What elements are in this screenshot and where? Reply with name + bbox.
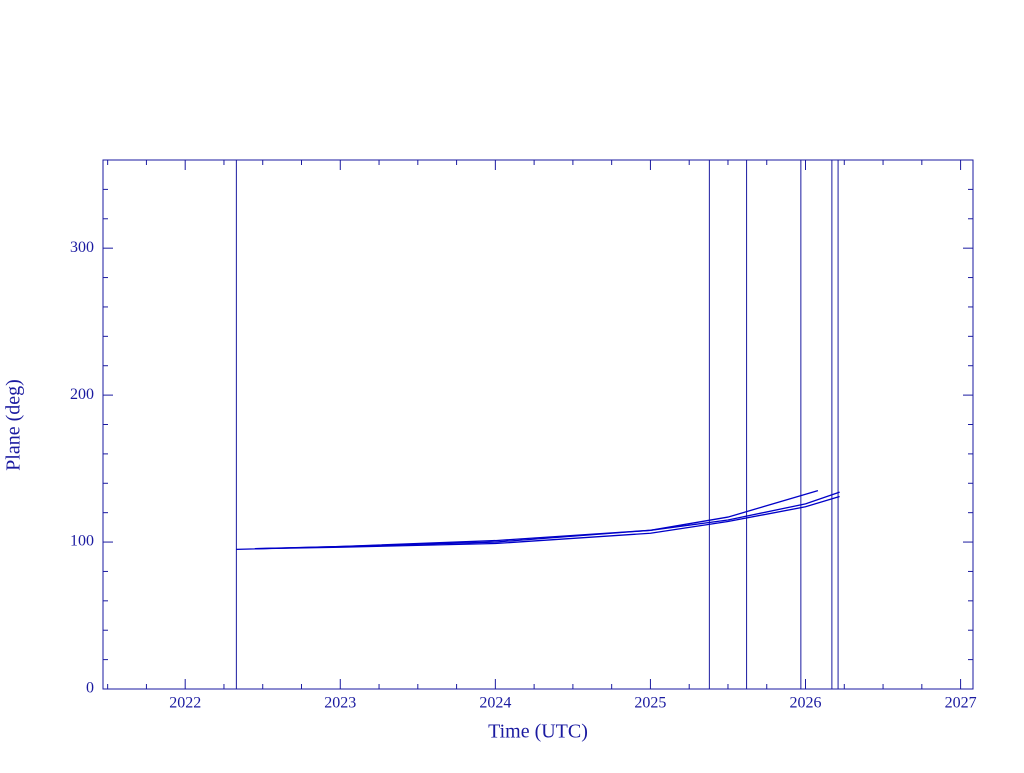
x-axis-label: Time (UTC) (488, 721, 588, 743)
y-tick-label: 200 (70, 386, 94, 403)
x-tick-label: 2023 (324, 695, 356, 712)
x-tick-label: 2027 (945, 695, 977, 712)
y-tick-label: 100 (70, 533, 94, 550)
data-line (254, 491, 840, 550)
x-tick-label: 2022 (169, 695, 201, 712)
y-tick-label: 0 (86, 680, 94, 697)
x-tick-label: 2026 (790, 695, 822, 712)
data-line (254, 495, 840, 550)
y-tick-label: 300 (70, 239, 94, 256)
x-tick-label: 2025 (634, 695, 666, 712)
plot-frame (102, 159, 974, 690)
y-axis-label: Plane (deg) (3, 379, 25, 471)
x-tick-label: 2024 (479, 695, 511, 712)
